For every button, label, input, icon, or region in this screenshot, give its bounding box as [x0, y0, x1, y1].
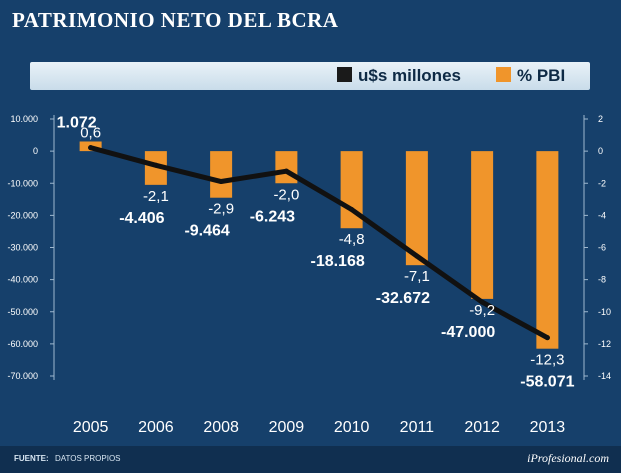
x-tick-label: 2011 [400, 419, 435, 436]
line-data-label: -58.071 [520, 374, 574, 391]
bar-data-label: -2,9 [208, 201, 234, 218]
bar-data-label: -9,2 [469, 302, 495, 319]
x-tick-label: 2012 [464, 419, 500, 436]
right-tick-label: -12 [598, 339, 611, 349]
left-tick-label: 0 [33, 146, 38, 156]
left-tick-label: -60.000 [7, 339, 38, 349]
right-tick-label: -4 [598, 210, 606, 220]
left-tick-label: -30.000 [7, 243, 38, 253]
bar [405, 151, 428, 266]
line-point [414, 253, 420, 259]
line-data-label: -6.243 [250, 208, 295, 225]
chart-title: PATRIMONIO NETO DEL BCRA [12, 8, 339, 32]
left-tick-label: -20.000 [7, 210, 38, 220]
bar [210, 151, 233, 198]
left-tick-label: -50.000 [7, 307, 38, 317]
left-tick-label: 10.000 [10, 114, 38, 124]
legend-swatch-pbi [496, 67, 511, 82]
line-point [283, 168, 289, 174]
x-tick-label: 2008 [203, 419, 239, 436]
brand-logo: iProfesional.com [527, 451, 609, 465]
line-point [479, 299, 485, 305]
bar-data-label: -7,1 [404, 268, 430, 285]
bar-data-label: -4,8 [339, 231, 365, 248]
line-point [544, 335, 550, 341]
line-data-label: -47.000 [441, 324, 495, 341]
line-data-label: -18.168 [310, 253, 364, 270]
left-tick-label: -10.000 [7, 178, 38, 188]
line-point [349, 206, 355, 212]
right-tick-label: 0 [598, 146, 603, 156]
line-usd [88, 145, 550, 341]
right-tick-label: -6 [598, 243, 606, 253]
legend-label-pbi: % PBI [517, 66, 565, 85]
source-value: DATOS PROPIOS [55, 454, 121, 463]
x-tick-label: 2006 [138, 419, 174, 436]
left-tick-label: -40.000 [7, 275, 38, 285]
bar-data-label: -2,1 [143, 188, 169, 205]
x-tick-label: 2010 [334, 419, 370, 436]
source-label: FUENTE: [14, 454, 49, 463]
bar [536, 151, 559, 349]
line-data-label: -9.464 [184, 223, 229, 240]
right-tick-label: -10 [598, 307, 611, 317]
line-point [88, 145, 94, 151]
bar [144, 151, 167, 185]
left-tick-label: -70.000 [7, 371, 38, 381]
footer: FUENTE: DATOS PROPIOS iProfesional.com [0, 446, 621, 473]
bar-data-label: -2,0 [273, 186, 299, 203]
right-tick-label: -8 [598, 275, 606, 285]
x-tick-label: 2005 [73, 419, 109, 436]
line-data-label: -32.672 [376, 290, 430, 307]
right-tick-label: -2 [598, 178, 606, 188]
x-tick-label: 2013 [530, 419, 566, 436]
legend-swatch-usd [337, 67, 352, 82]
right-tick-label: 2 [598, 114, 603, 124]
line-point [218, 179, 224, 185]
line-data-label: -4.406 [119, 210, 164, 227]
bar-data-label: -12,3 [530, 352, 564, 369]
legend-label-usd: u$s millones [358, 66, 461, 85]
x-tick-label: 2009 [269, 419, 305, 436]
bar-data-label: 0,6 [80, 124, 101, 141]
line-data-label: 1.072 [57, 115, 97, 132]
right-tick-label: -14 [598, 371, 611, 381]
bar [471, 151, 494, 299]
line-point [153, 162, 159, 168]
